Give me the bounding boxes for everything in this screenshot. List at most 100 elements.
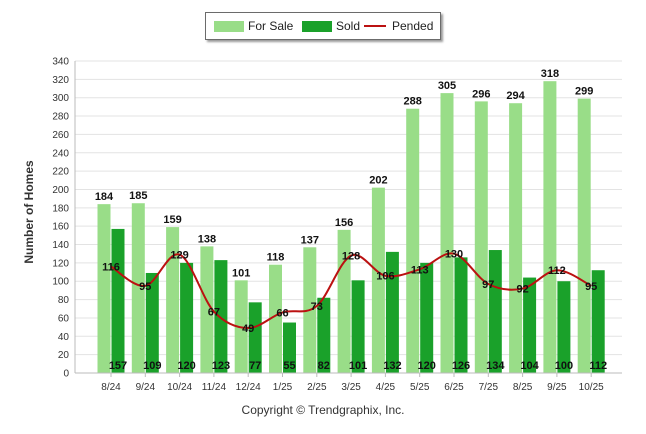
- legend-item-for-sale[interactable]: For Sale: [214, 13, 293, 39]
- label-sold: 126: [452, 360, 470, 372]
- label-for-sale: 294: [506, 90, 525, 102]
- legend-label-sold: Sold: [336, 19, 361, 33]
- label-for-sale: 118: [267, 252, 285, 264]
- label-pended: 129: [170, 250, 188, 262]
- label-pended: 130: [445, 249, 463, 261]
- label-for-sale: 288: [404, 96, 422, 108]
- sold-swatch: [302, 20, 332, 32]
- data-labels: 184 157 116 185 109 95 159 120 129 138 123 67 101 77 4…: [95, 68, 607, 372]
- label-sold: 120: [418, 360, 436, 372]
- label-sold: 82: [318, 360, 330, 372]
- x-tick-label: 1/25: [273, 382, 293, 393]
- legend-item-sold[interactable]: Sold: [302, 13, 360, 39]
- bar-sold: [317, 297, 331, 373]
- bar-sold: [591, 270, 605, 373]
- x-tick-label: 6/25: [444, 382, 464, 393]
- bar-for-sale: [166, 227, 180, 373]
- x-tick-label: 4/25: [376, 382, 396, 393]
- x-tick-label: 5/25: [410, 382, 430, 393]
- label-pended: 67: [208, 307, 220, 319]
- label-for-sale: 202: [369, 175, 387, 187]
- bar-sold: [557, 281, 571, 373]
- label-pended: 73: [311, 301, 323, 313]
- y-tick-label: 140: [52, 240, 69, 251]
- label-sold: 157: [109, 360, 127, 372]
- label-pended: 113: [411, 264, 429, 276]
- y-axis: 0 20 40 60 80 100 120 140 160 180 200 220 240 260 280 3…: [52, 57, 76, 380]
- y-tick-label: 180: [52, 203, 69, 214]
- label-pended: 112: [548, 265, 566, 277]
- label-for-sale: 101: [232, 267, 250, 279]
- y-tick-label: 240: [52, 148, 69, 159]
- y-tick-label: 200: [52, 185, 69, 196]
- label-sold: 109: [143, 360, 161, 372]
- y-axis-title: Number of Homes: [22, 160, 36, 264]
- bar-for-sale: [406, 108, 420, 373]
- bar-sold: [420, 262, 434, 373]
- label-for-sale: 184: [95, 191, 114, 203]
- pended-line: [110, 252, 592, 330]
- y-tick-label: 220: [52, 167, 69, 178]
- label-for-sale: 156: [335, 217, 353, 229]
- label-for-sale: 137: [301, 234, 319, 246]
- legend-label-for-sale: For Sale: [248, 19, 294, 33]
- y-tick-label: 0: [63, 369, 69, 380]
- label-for-sale: 185: [129, 190, 147, 202]
- bar-for-sale: [509, 103, 523, 373]
- copyright: Copyright © Trendgraphix, Inc.: [241, 403, 405, 417]
- x-tick-label: 8/25: [513, 382, 533, 393]
- label-pended: 106: [376, 271, 394, 283]
- bar-sold: [180, 262, 194, 373]
- x-tick-label: 3/25: [341, 382, 361, 393]
- legend-label-pended: Pended: [392, 19, 434, 33]
- bar-sold: [248, 302, 262, 373]
- label-for-sale: 299: [575, 86, 593, 98]
- y-tick-label: 60: [58, 313, 70, 324]
- bar-sold: [214, 260, 228, 373]
- label-sold: 101: [349, 360, 367, 372]
- x-tick-label: 2/25: [307, 382, 327, 393]
- bar-sold: [145, 272, 159, 373]
- bar-sold: [488, 250, 502, 373]
- pended-curve: [110, 252, 592, 330]
- bar-sold: [111, 228, 125, 373]
- bar-for-sale: [543, 81, 557, 373]
- x-axis: 8/24 9/24 10/24 11/24 12/24 1/25 2/25 3/25 4/25 5…: [75, 372, 622, 393]
- x-tick-label: 12/24: [236, 382, 261, 393]
- x-tick-label: 8/24: [101, 382, 121, 393]
- bar-sold: [351, 280, 365, 373]
- label-sold: 112: [589, 360, 607, 372]
- y-tick-label: 100: [52, 277, 69, 288]
- bar-for-sale: [440, 93, 454, 373]
- label-for-sale: 296: [472, 88, 490, 100]
- for-sale-swatch: [214, 20, 244, 32]
- label-sold: 120: [177, 360, 195, 372]
- legend-item-pended[interactable]: Pended: [364, 13, 433, 39]
- label-sold: 123: [212, 360, 230, 372]
- label-for-sale: 318: [541, 68, 559, 80]
- x-tick-label: 10/24: [167, 382, 192, 393]
- bar-sold: [454, 257, 468, 373]
- x-tick-label: 9/25: [547, 382, 567, 393]
- y-tick-label: 300: [52, 93, 69, 104]
- y-tick-label: 160: [52, 222, 69, 233]
- x-tick-label: 9/24: [136, 382, 156, 393]
- label-sold: 55: [283, 360, 295, 372]
- bar-for-sale: [371, 187, 385, 373]
- y-tick-label: 40: [58, 332, 70, 343]
- bar-for-sale: [131, 203, 145, 373]
- label-sold: 100: [555, 360, 573, 372]
- label-pended: 95: [139, 281, 151, 293]
- label-pended: 128: [342, 251, 360, 263]
- label-sold: 104: [520, 360, 539, 372]
- y-tick-label: 20: [58, 350, 70, 361]
- label-sold: 77: [249, 360, 261, 372]
- bar-sold: [523, 277, 537, 373]
- y-tick-label: 80: [58, 295, 70, 306]
- bar-for-sale: [474, 101, 488, 374]
- bar-sold: [283, 322, 296, 373]
- x-tick-label: 11/24: [202, 382, 227, 393]
- label-pended: 66: [276, 307, 288, 319]
- label-sold: 134: [486, 360, 505, 372]
